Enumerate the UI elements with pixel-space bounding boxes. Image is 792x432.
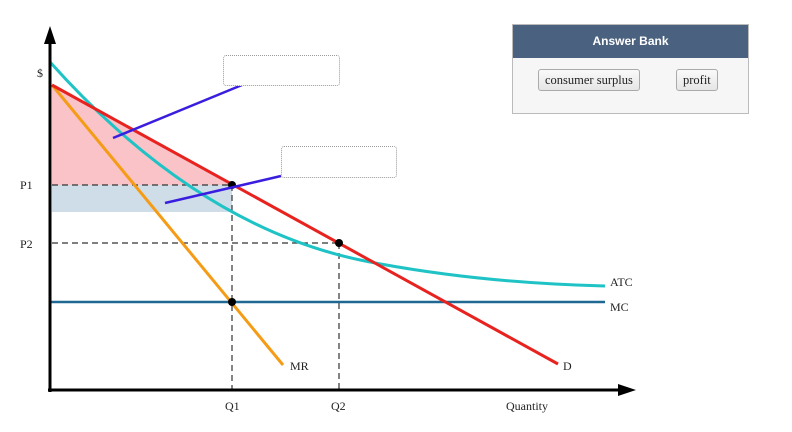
answer-bank: Answer Bank consumer surplus profit bbox=[512, 24, 749, 114]
answer-chip-consumer-surplus[interactable]: consumer surplus bbox=[538, 69, 640, 91]
drop-target-1[interactable] bbox=[223, 55, 340, 86]
y-axis-label: $ bbox=[37, 66, 43, 80]
profit-region bbox=[52, 185, 232, 212]
tick-q1: Q1 bbox=[225, 399, 240, 413]
answer-bank-title: Answer Bank bbox=[513, 25, 748, 58]
label-mr: MR bbox=[290, 359, 309, 373]
label-d: D bbox=[563, 359, 572, 373]
x-axis-label: Quantity bbox=[506, 399, 548, 413]
label-atc: ATC bbox=[610, 275, 633, 289]
drop-target-2[interactable] bbox=[281, 146, 397, 178]
pointer-line-1 bbox=[112, 83, 243, 140]
atc-curve bbox=[48, 61, 606, 288]
tick-p2: P2 bbox=[20, 237, 33, 251]
pointer-line-2 bbox=[164, 174, 282, 205]
answer-chip-profit[interactable]: profit bbox=[676, 69, 718, 91]
demand-curve bbox=[51, 83, 559, 366]
label-mc: MC bbox=[610, 300, 629, 314]
y-axis-arrow bbox=[44, 26, 56, 44]
tick-p1: P1 bbox=[20, 178, 33, 192]
point-q1-mc bbox=[228, 298, 236, 306]
x-axis-arrow bbox=[618, 384, 636, 396]
point-q2-p2 bbox=[335, 239, 343, 247]
guide-lines bbox=[52, 184, 340, 390]
mr-curve bbox=[50, 84, 285, 366]
tick-q2: Q2 bbox=[331, 399, 346, 413]
